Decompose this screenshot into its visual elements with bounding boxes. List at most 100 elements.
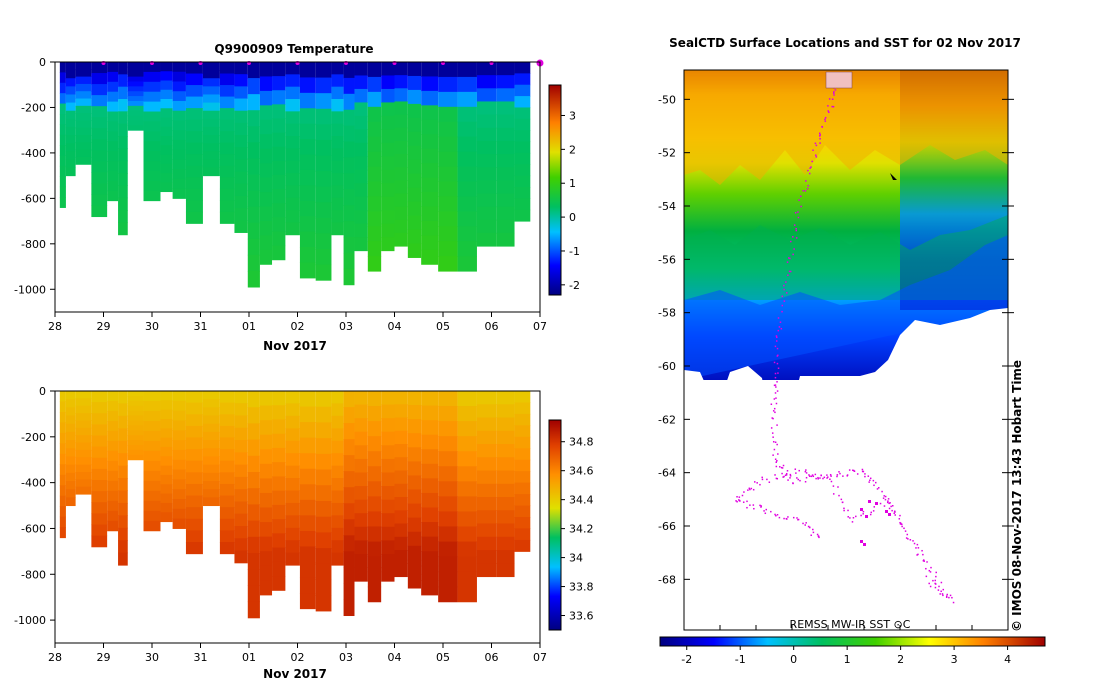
temperature-cell bbox=[381, 115, 395, 130]
track-point bbox=[852, 517, 855, 519]
temperature-cell bbox=[394, 180, 408, 194]
temperature-cell bbox=[172, 188, 186, 199]
salinity-cell bbox=[91, 491, 108, 503]
track-point bbox=[916, 543, 919, 546]
temperature-cell bbox=[476, 114, 497, 129]
salinity-cell bbox=[272, 476, 286, 492]
track-point bbox=[764, 512, 767, 515]
temperature-cell bbox=[65, 143, 76, 152]
salinity-cell bbox=[496, 550, 515, 564]
track-point bbox=[832, 493, 835, 495]
x-tick-label: 03 bbox=[339, 651, 353, 664]
track-point bbox=[941, 593, 944, 595]
salinity-cell bbox=[160, 512, 173, 523]
salinity-cell bbox=[202, 399, 220, 408]
salinity-cell bbox=[75, 457, 92, 466]
salinity-cell bbox=[219, 542, 235, 555]
temperature-cell bbox=[343, 157, 355, 174]
temperature-cell bbox=[407, 145, 422, 161]
temperature-cell bbox=[172, 81, 186, 92]
salinity-cell bbox=[202, 423, 220, 433]
y-tick-label: -600 bbox=[21, 192, 46, 205]
x-tick-label: 06 bbox=[485, 320, 499, 333]
temperature-cell bbox=[259, 235, 273, 251]
temperature-cell bbox=[315, 93, 332, 110]
track-point bbox=[789, 257, 791, 260]
temperature-cell bbox=[172, 91, 186, 102]
track-point bbox=[868, 481, 870, 483]
salinity-cell bbox=[476, 550, 497, 564]
salinity-cell bbox=[59, 422, 66, 434]
temperature-cell bbox=[247, 78, 260, 95]
temperature-cell bbox=[202, 78, 220, 87]
y-tick-label: -200 bbox=[21, 431, 46, 444]
temperature-cell bbox=[118, 185, 128, 199]
salinity-cell bbox=[234, 501, 248, 515]
temperature-cell bbox=[259, 192, 273, 207]
track-point bbox=[761, 478, 764, 481]
temperature-x-axis: 28 29 30 31 01 02 03 04 05 06 07 bbox=[48, 312, 547, 333]
temperature-cell bbox=[354, 129, 368, 144]
temperature-cell bbox=[438, 211, 458, 227]
salinity-cell bbox=[234, 550, 248, 564]
temperature-cell bbox=[172, 178, 186, 190]
salinity-cell bbox=[202, 448, 220, 457]
salinity-cell bbox=[118, 490, 128, 504]
temperature-cell bbox=[185, 96, 203, 109]
salinity-cell bbox=[143, 490, 161, 502]
salinity-cell bbox=[59, 516, 66, 528]
x-tick-label: 29 bbox=[97, 651, 111, 664]
salinity-cell bbox=[160, 465, 173, 476]
salinity-cell bbox=[143, 520, 161, 532]
temperature-cell bbox=[407, 215, 422, 231]
salinity-cell bbox=[496, 404, 515, 419]
track-point bbox=[839, 472, 841, 475]
salinity-cell bbox=[59, 495, 66, 507]
track-point bbox=[782, 464, 785, 467]
track-point bbox=[935, 575, 937, 578]
salinity-cell bbox=[259, 580, 273, 596]
temperature-cell bbox=[118, 197, 128, 211]
track-point bbox=[810, 534, 812, 537]
temperature-cell bbox=[367, 121, 382, 138]
salinity-cell bbox=[59, 443, 66, 455]
track-point bbox=[774, 458, 777, 461]
salinity-cell bbox=[299, 484, 316, 501]
track-point bbox=[807, 169, 809, 172]
track-point bbox=[847, 516, 849, 518]
y-tick-label: -1000 bbox=[14, 283, 46, 296]
salinity-cell bbox=[285, 428, 300, 442]
track-point bbox=[774, 411, 776, 414]
track-point bbox=[749, 488, 751, 491]
track-point bbox=[756, 482, 758, 484]
salinity-cell bbox=[438, 541, 458, 558]
salinity-cell bbox=[381, 472, 395, 487]
temperature-cell bbox=[127, 100, 144, 107]
salinity-cell bbox=[91, 402, 108, 414]
temperature-cell bbox=[107, 81, 119, 93]
track-point bbox=[786, 292, 788, 294]
track-point bbox=[925, 567, 927, 570]
salinity-cell bbox=[259, 492, 273, 509]
colorbar-tick-label: 34 bbox=[569, 552, 583, 565]
track-point bbox=[772, 436, 774, 438]
track-point bbox=[778, 326, 781, 328]
temperature-cell bbox=[367, 226, 382, 242]
salinity-colorbar-ticks: 34.8 34.6 34.4 34.2 34 33.8 33.6 bbox=[561, 436, 594, 623]
temperature-cell bbox=[259, 62, 273, 77]
salinity-cell bbox=[247, 569, 260, 586]
track-point bbox=[802, 190, 804, 192]
salinity-cell bbox=[118, 465, 128, 479]
salinity-cell bbox=[367, 496, 382, 512]
salinity-cell bbox=[438, 496, 458, 512]
temperature-cell bbox=[354, 210, 368, 225]
track-point bbox=[901, 523, 903, 526]
temperature-cell bbox=[272, 189, 286, 204]
temperature-cell bbox=[438, 106, 458, 123]
track-point bbox=[862, 470, 865, 473]
salinity-cell bbox=[457, 571, 477, 588]
salinity-cell bbox=[299, 499, 316, 516]
track-point bbox=[913, 542, 916, 545]
map-frame bbox=[683, 69, 1009, 631]
temperature-cell bbox=[438, 136, 458, 153]
